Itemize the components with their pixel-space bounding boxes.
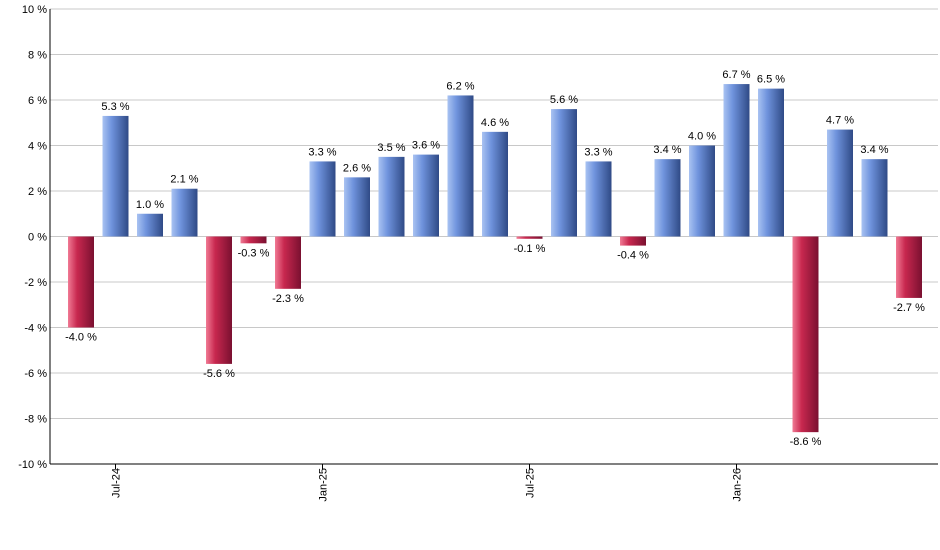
data-label: 5.3 % [101, 101, 129, 113]
axes [49, 9, 938, 469]
y-tick-label: 2 % [28, 186, 47, 198]
y-tick-label: 8 % [28, 50, 47, 62]
bar [102, 115, 129, 237]
bar [654, 159, 681, 237]
data-label: 1.0 % [136, 199, 164, 211]
bar [585, 161, 612, 237]
data-label: 6.7 % [722, 69, 750, 81]
bar [861, 159, 888, 237]
data-label: -2.3 % [272, 293, 304, 305]
bar [309, 161, 336, 237]
data-label: 4.0 % [688, 131, 716, 143]
bar [171, 188, 198, 237]
bar [68, 236, 94, 328]
data-label: 4.7 % [826, 115, 854, 127]
x-tick-label: Jul-25 [525, 468, 537, 498]
data-label: 6.5 % [757, 74, 785, 86]
data-label: 5.6 % [550, 94, 578, 106]
data-label: 3.6 % [412, 140, 440, 152]
bar [723, 84, 750, 237]
data-label: 2.6 % [343, 162, 371, 174]
bar [413, 154, 439, 237]
data-label: -4.0 % [65, 332, 97, 344]
data-label: -0.1 % [514, 243, 546, 255]
y-tick-label: -8 % [24, 414, 47, 426]
bar [516, 236, 543, 239]
bar [240, 236, 267, 244]
bar [378, 156, 405, 237]
bar [620, 236, 646, 246]
bar [551, 109, 577, 237]
y-axis-tick-labels: 10 % 8 % 6 % 4 % 2 % 0 % -2 % -4 % -6 % -8 % -10 % [18, 4, 47, 471]
bar [344, 177, 370, 237]
data-labels: -4.0 % 5.3 % 1.0 % 2.1 % -5.6 % -0.3 % -2.3 % 3… [65, 69, 925, 448]
y-tick-label: 10 % [22, 4, 47, 16]
bar [896, 236, 922, 298]
x-axis-tick-labels: Jul-24 Jan-25 Jul-25 Jan-26 [111, 468, 744, 502]
data-label: -0.4 % [617, 250, 649, 262]
y-tick-label: 6 % [28, 95, 47, 107]
data-label: 3.5 % [377, 142, 405, 154]
data-label: -0.3 % [238, 247, 270, 259]
y-tick-label: 0 % [28, 232, 47, 244]
y-tick-label: -2 % [24, 277, 47, 289]
data-label: 3.4 % [653, 144, 681, 156]
data-label: -5.6 % [203, 368, 235, 380]
data-label: -8.6 % [790, 436, 822, 448]
bar [827, 129, 853, 237]
bar [447, 95, 474, 237]
bar [689, 145, 715, 237]
y-tick-label: -10 % [18, 459, 47, 471]
bars [68, 84, 922, 433]
y-tick-label: -4 % [24, 323, 47, 335]
x-tick-label: Jan-26 [732, 468, 744, 502]
bar [792, 236, 819, 433]
bar [758, 88, 784, 237]
y-tick-label: 4 % [28, 141, 47, 153]
data-label: 2.1 % [170, 174, 198, 186]
data-label: 3.3 % [308, 146, 336, 158]
x-tick-label: Jan-25 [318, 468, 330, 502]
data-label: 4.6 % [481, 117, 509, 129]
bar [137, 213, 163, 237]
x-tick-label: Jul-24 [111, 468, 123, 498]
data-label: 6.2 % [446, 80, 474, 92]
data-label: -2.7 % [893, 302, 925, 314]
bar [482, 131, 508, 237]
y-tick-label: -6 % [24, 368, 47, 380]
bar [206, 236, 232, 364]
bar [275, 236, 301, 289]
data-label: 3.3 % [584, 146, 612, 158]
data-label: 3.4 % [860, 144, 888, 156]
